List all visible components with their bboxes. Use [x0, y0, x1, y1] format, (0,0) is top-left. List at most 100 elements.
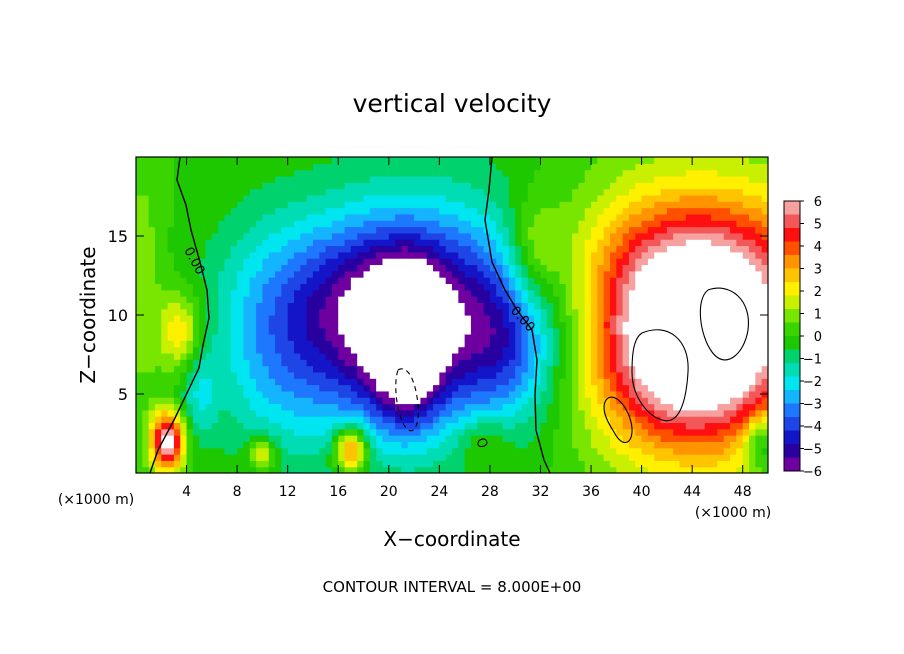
- heatmap-cell: [401, 175, 409, 183]
- heatmap-cell: [319, 270, 327, 278]
- heatmap-cell: [230, 315, 238, 322]
- heatmap-cell: [350, 201, 358, 209]
- heatmap-cell: [287, 302, 295, 310]
- heatmap-cell: [584, 226, 592, 234]
- heatmap-cell: [692, 270, 700, 278]
- heatmap-cell: [331, 220, 339, 228]
- heatmap-cell: [755, 346, 763, 354]
- heatmap-cell: [515, 226, 523, 234]
- heatmap-cell: [483, 213, 491, 221]
- heatmap-cell: [401, 460, 409, 468]
- heatmap-cell: [363, 157, 371, 164]
- heatmap-cell: [679, 188, 687, 196]
- heatmap-cell: [142, 352, 150, 360]
- heatmap-cell: [148, 352, 156, 360]
- heatmap-cell: [439, 283, 447, 291]
- heatmap-cell: [502, 384, 510, 392]
- heatmap-cell: [622, 378, 630, 386]
- heatmap-cell: [173, 384, 181, 392]
- heatmap-cell: [388, 428, 396, 436]
- heatmap-cell: [660, 403, 668, 411]
- heatmap-cell: [565, 226, 573, 234]
- heatmap-cell: [344, 454, 352, 461]
- heatmap-cell: [483, 403, 491, 411]
- heatmap-cell: [723, 296, 731, 303]
- heatmap-cell: [287, 239, 295, 247]
- heatmap-cell: [256, 169, 263, 177]
- heatmap-cell: [647, 308, 655, 316]
- heatmap-cell: [711, 213, 719, 221]
- heatmap-cell: [742, 441, 750, 449]
- heatmap-cell: [470, 169, 478, 177]
- heatmap-cell: [483, 270, 491, 278]
- heatmap-cell: [761, 182, 768, 190]
- heatmap-cell: [572, 390, 579, 398]
- heatmap-cell: [287, 333, 295, 341]
- heatmap-cell: [136, 302, 143, 310]
- heatmap-cell: [382, 226, 390, 234]
- heatmap-cell: [578, 289, 586, 297]
- heatmap-cell: [603, 390, 611, 398]
- heatmap-cell: [237, 321, 245, 329]
- heatmap-cell: [477, 289, 485, 297]
- heatmap-cell: [148, 157, 156, 164]
- heatmap-cell: [186, 296, 194, 303]
- heatmap-cell: [294, 251, 301, 259]
- heatmap-cell: [723, 194, 731, 202]
- heatmap-cell: [730, 403, 737, 411]
- heatmap-cell: [654, 175, 662, 183]
- heatmap-cell: [628, 213, 636, 221]
- heatmap-cell: [357, 435, 365, 442]
- heatmap-cell: [180, 207, 188, 215]
- heatmap-cell: [433, 207, 440, 215]
- heatmap-cell: [470, 258, 478, 266]
- heatmap-cell: [363, 378, 371, 386]
- heatmap-cell: [294, 289, 301, 297]
- heatmap-cell: [180, 403, 188, 411]
- heatmap-cell: [730, 302, 737, 310]
- heatmap-cell: [628, 302, 636, 310]
- heatmap-cell: [445, 258, 453, 266]
- heatmap-cell: [312, 352, 320, 360]
- heatmap-cell: [610, 416, 617, 424]
- heatmap-cell: [673, 264, 681, 272]
- heatmap-cell: [281, 283, 289, 291]
- heatmap-cell: [445, 315, 453, 322]
- heatmap-cell: [508, 201, 516, 209]
- heatmap-cell: [350, 308, 358, 316]
- heatmap-cell: [584, 157, 592, 164]
- heatmap-cell: [167, 390, 175, 398]
- heatmap-cell: [395, 327, 403, 335]
- heatmap-cell: [559, 384, 567, 392]
- heatmap-cell: [610, 403, 617, 411]
- heatmap-cell: [711, 239, 719, 247]
- heatmap-cell: [136, 213, 143, 221]
- heatmap-cell: [578, 213, 586, 221]
- heatmap-cell: [395, 416, 403, 424]
- heatmap-cell: [243, 157, 251, 164]
- heatmap-cell: [211, 258, 219, 266]
- heatmap-cell: [426, 346, 434, 354]
- heatmap-cell: [736, 409, 744, 417]
- heatmap-cell: [192, 327, 200, 335]
- heatmap-cell: [136, 194, 143, 202]
- heatmap-cell: [376, 182, 384, 190]
- heatmap-cell: [610, 188, 617, 196]
- heatmap-cell: [489, 239, 497, 247]
- heatmap-cell: [692, 371, 700, 379]
- heatmap-cell: [294, 163, 301, 171]
- heatmap-cell: [458, 447, 466, 455]
- heatmap-cell: [483, 277, 491, 284]
- heatmap-cell: [237, 270, 245, 278]
- heatmap-cell: [692, 226, 700, 234]
- heatmap-cell: [388, 175, 396, 183]
- heatmap-cell: [243, 466, 251, 473]
- heatmap-cell: [281, 245, 289, 253]
- heatmap-cell: [578, 283, 586, 291]
- heatmap-cell: [628, 454, 636, 461]
- heatmap-cell: [433, 194, 440, 202]
- heatmap-cell: [565, 308, 573, 316]
- heatmap-cell: [717, 447, 725, 455]
- heatmap-cell: [344, 201, 352, 209]
- heatmap-cell: [458, 239, 466, 247]
